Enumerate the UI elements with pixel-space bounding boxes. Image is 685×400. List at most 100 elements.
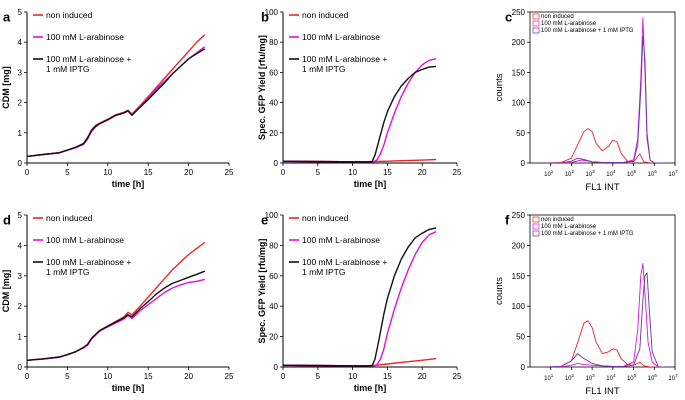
x-tick-label: 10 — [348, 372, 357, 381]
y-tick-label: 1 — [18, 129, 23, 138]
y-tick-label: 3 — [18, 272, 23, 281]
legend-label-b-0: non induced — [302, 10, 349, 20]
x-axis-label-e: time [h] — [354, 383, 387, 393]
x-tick-label: 15 — [144, 168, 153, 177]
x-tick-label: 102 — [565, 169, 575, 178]
x-tick-label: 25 — [453, 372, 462, 381]
legend-label-b-1: 100 mM L-arabinose — [302, 32, 380, 42]
panel-letter-e: e — [261, 213, 268, 228]
legend-swatch-f-0 — [532, 216, 540, 223]
panel-letter-f: f — [505, 213, 510, 228]
x-tick-label: 0 — [25, 372, 30, 381]
y-tick-label: 1 — [18, 333, 23, 342]
y-axis-label-b: Spec. GFP Yield [rfu/mg] — [257, 35, 267, 140]
series-line-c-2 — [546, 35, 665, 163]
x-tick-label: 104 — [606, 169, 616, 178]
x-tick-label: 101 — [544, 169, 554, 178]
y-tick-label: 100 — [512, 99, 526, 108]
x-tick-label: 15 — [383, 168, 392, 177]
x-tick-label: 107 — [668, 373, 678, 382]
legend-swatch-c-0 — [532, 13, 540, 20]
y-tick-label: 200 — [512, 38, 526, 47]
y-tick-label: 150 — [512, 272, 526, 281]
legend-label-d-2: 1 mM IPTG — [46, 267, 89, 277]
x-tick-label: 104 — [606, 373, 616, 382]
legend-label-d-0: non induced — [46, 213, 93, 223]
y-tick-label: 50 — [516, 333, 525, 342]
series-line-e-1 — [283, 231, 437, 367]
legend-label-f-0: non induced — [541, 217, 574, 223]
series-line-d-2 — [27, 270, 206, 361]
y-axis-label-a: CDM [mg] — [1, 66, 11, 109]
x-tick-label: 102 — [565, 373, 575, 382]
chart-panel-e: e 0 20 40 60 80 100 0 5 10 15 20 25 time [h] Spec. GFP… — [257, 211, 462, 393]
chart-panel-f: f 0 50 100 150 200 250 101 102 103 104 105 106 107 FL1… — [494, 211, 678, 397]
legend-swatch-c-1 — [532, 20, 540, 27]
x-axis-label-f: FL1 INT — [585, 386, 620, 397]
x-tick-label: 5 — [316, 168, 321, 177]
x-axis-label-b: time [h] — [354, 179, 387, 189]
series-line-c-1 — [546, 17, 665, 163]
series-line-a-0 — [27, 34, 206, 158]
x-tick-label: 15 — [144, 372, 153, 381]
legend-label-e-1: 100 mM L-arabinose — [302, 235, 380, 245]
panel-letter-c: c — [505, 10, 512, 25]
x-tick-label: 10 — [103, 372, 112, 381]
y-tick-label: 20 — [269, 129, 278, 138]
plot-frame-f — [529, 214, 676, 368]
x-tick-label: 106 — [648, 373, 658, 382]
legend-label-a-2: 1 mM IPTG — [46, 64, 89, 74]
x-tick-label: 101 — [544, 373, 554, 382]
x-axis-label-c: FL1 INT — [585, 182, 620, 193]
legend-label-e-0: non induced — [302, 213, 349, 223]
x-tick-label: 5 — [65, 372, 70, 381]
y-axis-label-c: counts — [494, 73, 505, 101]
y-tick-label: 60 — [269, 68, 278, 77]
y-axis-label-e: Spec. GFP Yield [rfu/mg] — [257, 239, 267, 344]
y-tick-label: 3 — [18, 68, 23, 77]
x-axis-label-a: time [h] — [112, 179, 145, 189]
legend-label-e-2: 100 mM L-arabinose + — [302, 257, 387, 267]
series-line-f-2 — [546, 272, 665, 367]
x-tick-label: 10 — [103, 168, 112, 177]
x-tick-label: 10 — [348, 168, 357, 177]
y-tick-label: 60 — [269, 272, 278, 281]
legend-label-c-1: 100 mM L-arabinose — [541, 21, 597, 27]
y-tick-label: 80 — [269, 38, 278, 47]
y-axis-label-f: counts — [494, 277, 505, 305]
x-tick-label: 0 — [281, 168, 286, 177]
series-line-d-1 — [27, 278, 205, 361]
legend-label-a-0: non induced — [46, 10, 93, 20]
y-tick-label: 20 — [269, 333, 278, 342]
y-tick-label: 100 — [512, 302, 526, 311]
y-tick-label: 2 — [18, 99, 23, 108]
y-tick-label: 0 — [18, 159, 23, 168]
y-tick-label: 4 — [18, 38, 23, 47]
y-tick-label: 40 — [269, 302, 278, 311]
x-tick-label: 25 — [225, 168, 234, 177]
y-axis-label-d: CDM [mg] — [1, 270, 11, 313]
x-tick-label: 103 — [586, 373, 596, 382]
series-line-e-2 — [283, 227, 437, 367]
legend-label-b-2: 100 mM L-arabinose + — [302, 54, 387, 64]
series-line-c-0 — [546, 128, 665, 163]
chart-panel-c: c 0 50 100 150 200 250 101 102 103 104 105 106 107 FL1… — [494, 8, 678, 193]
series-line-b-2 — [283, 65, 437, 163]
x-tick-label: 5 — [65, 168, 70, 177]
x-tick-label: 20 — [418, 168, 427, 177]
x-tick-label: 5 — [316, 372, 321, 381]
x-tick-label: 0 — [25, 168, 30, 177]
y-tick-label: 0 — [274, 159, 279, 168]
y-tick-label: 4 — [18, 241, 23, 250]
y-tick-label: 250 — [512, 8, 526, 17]
chart-panel-d: d 0 1 2 3 4 5 0 5 10 15 20 25 time [h] CDM [mg] non ind… — [1, 211, 234, 393]
y-tick-label: 100 — [265, 8, 279, 17]
legend-label-d-2: 100 mM L-arabinose + — [46, 257, 131, 267]
y-tick-label: 40 — [269, 99, 278, 108]
x-tick-label: 107 — [668, 169, 678, 178]
x-tick-label: 103 — [586, 169, 596, 178]
series-line-f-0 — [546, 320, 665, 367]
y-tick-label: 250 — [512, 211, 526, 220]
legend-label-c-0: non induced — [541, 14, 574, 20]
